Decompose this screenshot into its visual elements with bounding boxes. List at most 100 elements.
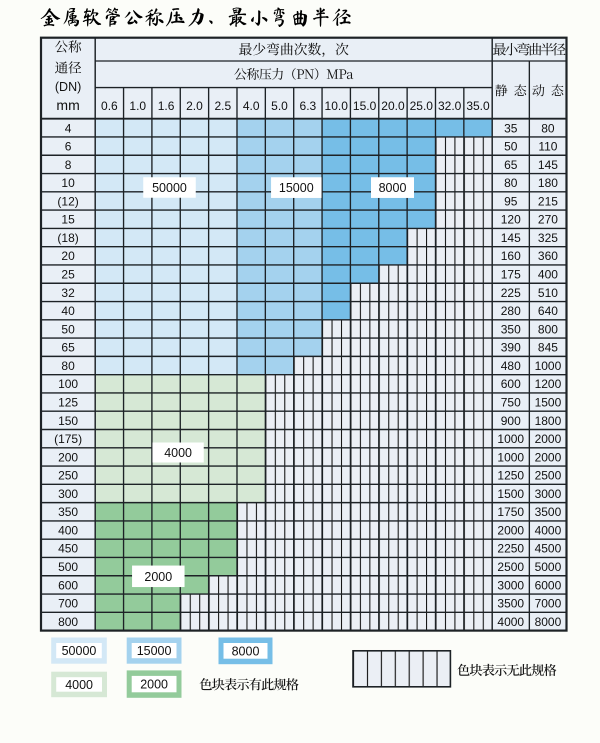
svg-text:750: 750 [501,395,521,409]
svg-text:32: 32 [61,286,75,300]
svg-text:160: 160 [501,249,521,263]
svg-text:110: 110 [538,140,557,154]
svg-text:450: 450 [58,542,78,556]
svg-text:510: 510 [538,286,558,300]
svg-text:1200: 1200 [535,377,562,391]
svg-text:125: 125 [58,395,78,409]
svg-text:2000: 2000 [144,570,172,584]
svg-text:900: 900 [501,414,521,428]
svg-text:65: 65 [504,158,518,172]
svg-text:3500: 3500 [535,505,562,519]
svg-text:390: 390 [501,341,521,355]
svg-text:400: 400 [58,523,78,537]
svg-text:1000: 1000 [497,450,524,464]
svg-text:8000: 8000 [379,181,407,195]
svg-text:845: 845 [538,341,558,355]
svg-text:8000: 8000 [232,644,260,658]
svg-text:95: 95 [504,194,518,208]
svg-text:4.0: 4.0 [243,99,260,113]
svg-text:800: 800 [58,615,78,629]
svg-text:400: 400 [538,268,558,282]
svg-text:0.6: 0.6 [101,99,118,113]
svg-text:35: 35 [504,121,518,135]
svg-text:4000: 4000 [65,678,93,692]
svg-text:350: 350 [58,505,78,519]
svg-text:25.0: 25.0 [410,99,434,113]
svg-text:5000: 5000 [535,560,562,574]
svg-text:(18): (18) [57,231,78,245]
svg-text:50000: 50000 [62,644,97,658]
svg-text:180: 180 [538,176,558,190]
svg-text:20.0: 20.0 [381,99,405,113]
svg-text:50: 50 [504,140,518,154]
svg-text:10.0: 10.0 [325,99,349,113]
svg-text:35.0: 35.0 [466,99,490,113]
svg-text:6000: 6000 [535,578,562,592]
svg-text:2250: 2250 [497,542,524,556]
svg-text:600: 600 [501,377,521,391]
svg-text:1.6: 1.6 [158,99,175,113]
svg-text:2.0: 2.0 [186,99,203,113]
svg-text:225: 225 [501,286,521,300]
svg-text:15.0: 15.0 [353,99,377,113]
svg-text:(175): (175) [54,432,82,446]
svg-text:15: 15 [61,213,75,227]
svg-text:3500: 3500 [497,597,524,611]
svg-text:15000: 15000 [279,181,314,195]
svg-text:150: 150 [58,414,78,428]
svg-text:120: 120 [501,213,521,227]
svg-text:700: 700 [58,597,78,611]
svg-text:6: 6 [65,140,72,154]
svg-text:480: 480 [501,359,521,373]
svg-text:2000: 2000 [497,523,524,537]
svg-text:2000: 2000 [140,678,168,692]
svg-text:80: 80 [541,121,555,135]
svg-text:8000: 8000 [535,615,562,629]
svg-text:175: 175 [501,268,521,282]
svg-text:2000: 2000 [535,450,562,464]
svg-text:2000: 2000 [535,432,562,446]
svg-text:350: 350 [501,322,521,336]
svg-text:4000: 4000 [535,523,562,537]
svg-text:3000: 3000 [535,487,562,501]
svg-text:1800: 1800 [535,414,562,428]
svg-text:7000: 7000 [535,597,562,611]
svg-text:5.0: 5.0 [271,99,288,113]
svg-text:2500: 2500 [535,469,562,483]
svg-text:80: 80 [61,359,75,373]
svg-text:4: 4 [65,121,72,135]
svg-text:4000: 4000 [164,446,192,460]
svg-text:50000: 50000 [152,181,187,195]
svg-text:1.0: 1.0 [129,99,146,113]
svg-text:6.3: 6.3 [300,99,317,113]
svg-text:215: 215 [538,194,558,208]
svg-text:(DN): (DN) [55,80,81,94]
svg-text:800: 800 [538,322,558,336]
svg-text:100: 100 [58,377,78,391]
svg-text:10: 10 [61,176,75,190]
svg-text:1250: 1250 [497,469,524,483]
svg-text:640: 640 [538,304,558,318]
svg-text:15000: 15000 [137,644,172,658]
svg-text:8: 8 [65,158,72,172]
svg-text:2500: 2500 [497,560,524,574]
svg-text:250: 250 [58,469,78,483]
svg-text:270: 270 [538,213,558,227]
svg-text:145: 145 [501,231,521,245]
svg-text:40: 40 [61,304,75,318]
svg-text:80: 80 [504,176,518,190]
svg-text:4000: 4000 [497,615,524,629]
svg-text:mm: mm [56,97,79,113]
svg-text:500: 500 [58,560,78,574]
svg-text:600: 600 [58,578,78,592]
svg-text:1000: 1000 [497,432,524,446]
svg-text:200: 200 [58,450,78,464]
svg-text:145: 145 [538,158,558,172]
svg-text:280: 280 [501,304,521,318]
svg-text:1500: 1500 [497,487,524,501]
svg-text:3000: 3000 [497,578,524,592]
svg-text:20: 20 [61,249,75,263]
svg-text:50: 50 [61,322,75,336]
svg-text:1000: 1000 [535,359,562,373]
svg-text:1750: 1750 [497,505,524,519]
